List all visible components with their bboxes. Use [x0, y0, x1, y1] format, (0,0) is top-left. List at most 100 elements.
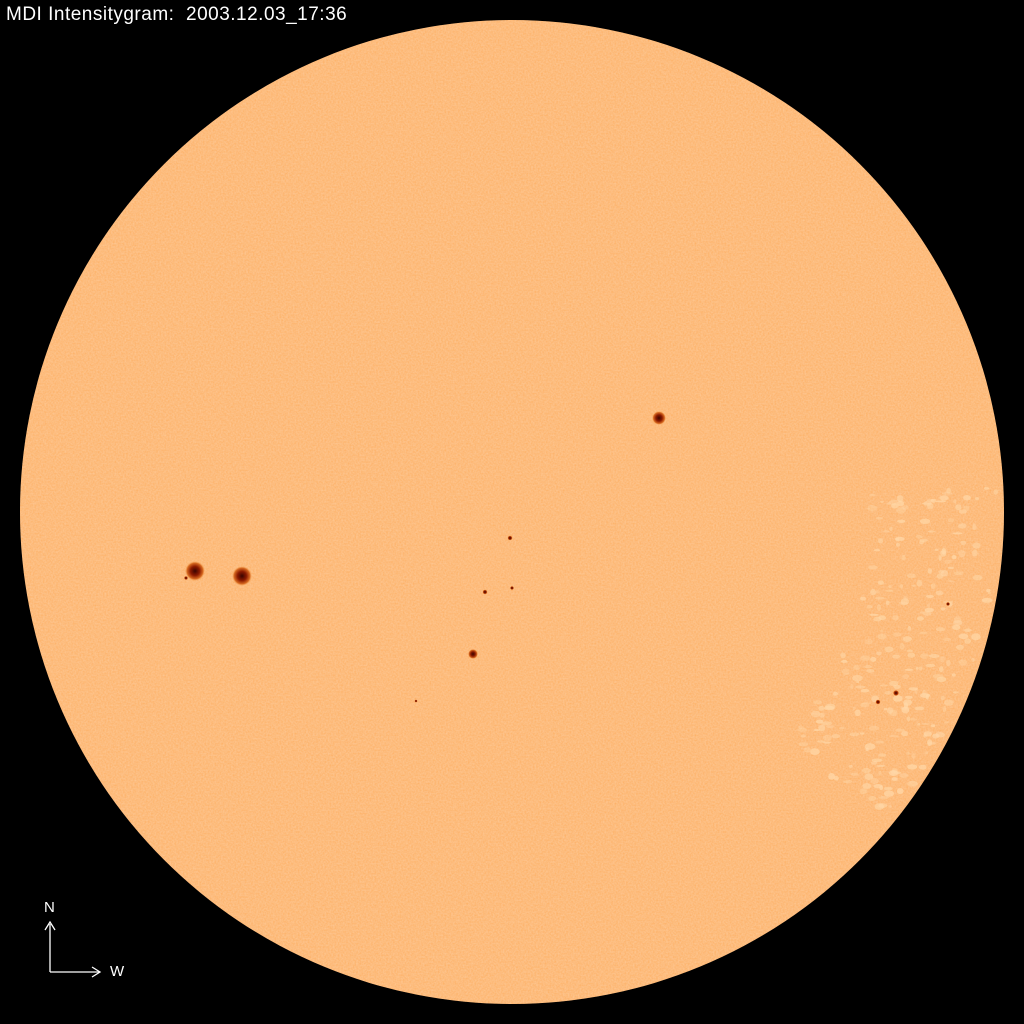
- facula: [940, 550, 947, 557]
- facula: [921, 722, 931, 725]
- facula: [868, 565, 878, 570]
- facula: [877, 633, 887, 640]
- facula: [896, 495, 904, 502]
- facula: [963, 505, 970, 511]
- facula: [951, 673, 956, 677]
- facula: [869, 493, 876, 497]
- facula: [972, 574, 983, 581]
- facula: [880, 684, 889, 687]
- facula: [953, 571, 964, 576]
- facula: [894, 728, 905, 732]
- north-label: N: [44, 899, 55, 916]
- facula: [875, 516, 883, 520]
- facula: [886, 707, 894, 714]
- facula: [902, 505, 909, 510]
- facula: [864, 743, 876, 750]
- facula: [952, 624, 961, 630]
- facula: [906, 573, 917, 578]
- facula: [818, 724, 826, 732]
- facula: [953, 499, 957, 504]
- facula: [960, 540, 967, 546]
- facula: [859, 732, 865, 735]
- facula: [839, 726, 845, 730]
- facula: [918, 666, 923, 671]
- facula: [883, 790, 895, 797]
- facula: [915, 667, 919, 670]
- facula: [952, 532, 963, 535]
- facula: [889, 709, 898, 717]
- facula: [919, 538, 928, 542]
- facula: [862, 767, 871, 774]
- facula: [818, 705, 825, 711]
- timestamp: 2003.12.03_17:36: [186, 4, 348, 25]
- facula: [892, 654, 901, 659]
- facula: [831, 734, 841, 739]
- facula: [944, 721, 949, 724]
- facula: [944, 699, 954, 706]
- facula: [866, 669, 875, 673]
- facula: [878, 615, 887, 621]
- facula: [907, 780, 918, 787]
- facula: [958, 523, 967, 529]
- image-title: MDI Intensitygram: 2003.12.03_17:36: [6, 4, 347, 26]
- facula: [971, 657, 975, 662]
- facula: [946, 659, 951, 667]
- facula: [907, 764, 918, 770]
- facula: [876, 764, 886, 768]
- facula: [873, 784, 883, 789]
- facula: [927, 603, 931, 608]
- sunspot: [185, 561, 205, 581]
- facula: [948, 518, 955, 523]
- facula: [971, 633, 981, 641]
- facula: [825, 725, 835, 729]
- facula: [889, 526, 893, 531]
- facula: [935, 627, 946, 632]
- facula: [916, 535, 923, 539]
- facula: [800, 734, 806, 738]
- facula: [856, 680, 860, 684]
- facula: [940, 607, 946, 611]
- facula: [930, 583, 936, 589]
- facula: [816, 719, 824, 724]
- facula: [917, 722, 921, 726]
- sunspot: [482, 589, 488, 595]
- facula: [924, 607, 934, 613]
- facula: [934, 548, 939, 552]
- facula: [964, 638, 971, 644]
- facula: [885, 589, 894, 592]
- facula: [897, 519, 906, 523]
- facula: [892, 695, 903, 702]
- facula: [854, 709, 861, 717]
- facula: [909, 718, 918, 721]
- facula: [975, 497, 979, 501]
- facula: [871, 758, 883, 763]
- facula: [911, 752, 916, 759]
- facula: [914, 687, 918, 695]
- facula: [951, 555, 957, 560]
- compass-arrows: [44, 920, 102, 978]
- facula: [916, 616, 924, 621]
- facula: [891, 777, 898, 781]
- facula: [880, 500, 884, 503]
- facula: [899, 584, 904, 588]
- facula: [860, 703, 869, 708]
- facula: [862, 783, 872, 789]
- facula: [925, 663, 936, 668]
- facula: [919, 631, 928, 635]
- facula: [878, 753, 887, 757]
- facula: [883, 530, 890, 533]
- facula: [897, 500, 905, 507]
- facula: [822, 734, 832, 741]
- facula: [922, 611, 932, 616]
- facula: [840, 652, 846, 659]
- facula: [930, 724, 936, 728]
- facula: [901, 731, 909, 737]
- facula: [983, 486, 990, 490]
- facula: [824, 705, 835, 711]
- facula: [936, 573, 944, 579]
- facula: [928, 654, 940, 658]
- facula: [868, 725, 879, 731]
- facula: [821, 721, 832, 726]
- facula: [866, 604, 873, 609]
- facula: [884, 690, 892, 695]
